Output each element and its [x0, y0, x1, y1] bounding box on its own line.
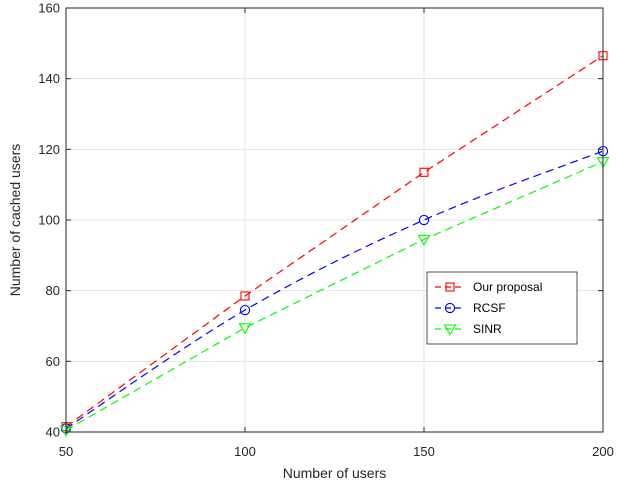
- data-point: [419, 167, 429, 177]
- y-tick-label: 120: [38, 142, 60, 157]
- legend-item: Our proposal: [435, 280, 542, 294]
- series-line: [65, 161, 604, 431]
- series-sinr: [59, 157, 610, 437]
- legend-marker: [445, 282, 455, 292]
- legend-item: SINR: [435, 322, 502, 336]
- x-tick-label: 100: [234, 444, 256, 459]
- data-point: [239, 304, 251, 316]
- legend-marker: [444, 302, 456, 314]
- data-point: [238, 323, 252, 335]
- series-line: [65, 150, 604, 429]
- x-tick-label: 50: [59, 444, 73, 459]
- y-tick-label: 40: [46, 425, 60, 440]
- data-point: [240, 291, 250, 301]
- data-point: [418, 214, 430, 226]
- legend-label: RCSF: [473, 301, 506, 315]
- data-point: [417, 234, 431, 247]
- series-line: [65, 55, 604, 428]
- x-tick-label: 150: [413, 444, 435, 459]
- legend-marker: [443, 324, 457, 336]
- legend-item: RCSF: [435, 301, 506, 315]
- legend-label: Our proposal: [473, 280, 542, 294]
- x-axis-label: Number of users: [283, 465, 386, 481]
- legend: Our proposal RCSF SINR: [426, 271, 578, 345]
- series-group: [59, 51, 610, 437]
- x-tick-label: 200: [592, 444, 614, 459]
- y-tick-label: 100: [38, 213, 60, 228]
- legend-label: SINR: [473, 322, 502, 336]
- y-axis-label: Number of cached users: [7, 144, 23, 297]
- y-tick-label: 60: [46, 354, 60, 369]
- y-tick-label: 140: [38, 71, 60, 86]
- tick-group: 50 100 150 200 40 60 80 100 120 140 160: [38, 1, 614, 460]
- y-tick-label: 160: [38, 1, 60, 16]
- y-tick-label: 80: [46, 283, 60, 298]
